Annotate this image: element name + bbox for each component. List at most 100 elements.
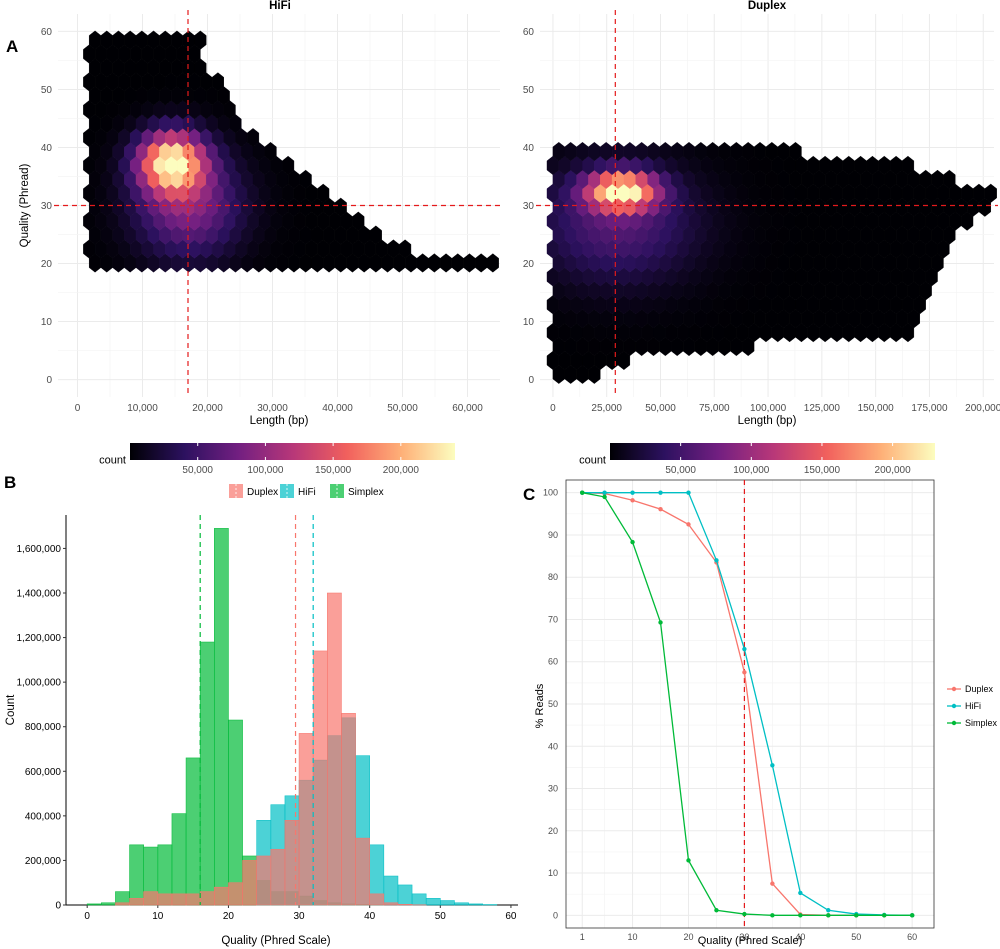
hex-cell: [399, 239, 412, 259]
colorbar-bar: [130, 443, 455, 460]
y-tick-label: 20: [523, 259, 535, 270]
hex-cells: [83, 30, 499, 273]
hex-cell: [264, 141, 277, 162]
histogram-bar-duplex: [284, 820, 300, 906]
x-tick-label: 0: [84, 911, 90, 922]
legend-label-duplex: Duplex: [965, 684, 994, 694]
series-point-simplex: [714, 908, 719, 913]
histogram-bar-duplex: [397, 904, 413, 906]
hex-cell: [194, 30, 207, 50]
y-tick-label: 40: [41, 143, 53, 154]
y-tick-label: 1,600,000: [17, 544, 62, 555]
histogram-bar-simplex: [214, 528, 229, 906]
series-point-hifi: [770, 763, 775, 768]
y-tick-label: 1,400,000: [17, 589, 62, 600]
hex-cell: [451, 253, 464, 273]
hex-cell: [299, 169, 312, 189]
hex-cell: [246, 128, 260, 148]
duplex-colorbar: 50,000 100,000 150,000 200,000 count: [579, 443, 935, 476]
hex-cell: [440, 253, 453, 273]
x-tick-label: 40,000: [322, 403, 353, 414]
histogram-bar-duplex: [270, 848, 286, 906]
y-tick-label: 0: [528, 375, 534, 386]
histogram-bar-hifi: [440, 900, 455, 906]
hex-cell: [486, 253, 499, 273]
x-tick-label: 40: [364, 911, 376, 922]
histogram-bar-duplex: [143, 891, 159, 906]
x-tick-label: 150,000: [858, 403, 895, 414]
y-tick-label: 60: [523, 27, 535, 38]
histogram-bar-duplex: [199, 891, 215, 906]
histogram-bar-hifi: [383, 875, 399, 906]
plot-border: [565, 479, 935, 929]
series-point-hifi: [714, 558, 719, 563]
y-tick-label: 10: [548, 868, 558, 878]
x-axis-label: Quality (Phred Scale): [221, 935, 330, 947]
y-tick-label: 30: [523, 201, 535, 212]
histogram-bar-simplex: [228, 719, 243, 906]
histogram-bar-duplex: [355, 837, 370, 906]
y-tick-label: 1,200,000: [17, 633, 62, 644]
x-tick-label: 200,000: [965, 403, 1000, 414]
legend-key-point-hifi: [951, 703, 957, 709]
x-tick-label: 50,000: [645, 403, 676, 414]
x-tick-label: 60,000: [452, 403, 483, 414]
x-axis-label: Length (bp): [738, 415, 797, 427]
hex-cell: [428, 253, 441, 273]
panel-label-b: B: [4, 473, 16, 492]
hex-cell: [282, 155, 295, 175]
y-tick-label: 20: [41, 259, 53, 270]
series-point-duplex: [686, 522, 691, 527]
y-axis-label: Count: [5, 694, 17, 725]
legend-label-simplex: Simplex: [348, 487, 384, 498]
panel-label-c: C: [523, 485, 535, 504]
x-tick-label: 10: [152, 911, 164, 922]
hex-cell: [789, 141, 802, 162]
histogram-bar-duplex: [242, 860, 257, 906]
legend-key-point-simplex: [951, 720, 957, 726]
x-tick-label: 30: [739, 932, 749, 942]
y-tick-label: 20: [548, 826, 558, 836]
hex-cell: [352, 211, 365, 231]
x-tick-label: 50: [435, 911, 447, 922]
y-tick-label: 1,000,000: [17, 678, 62, 689]
histogram-bar-duplex: [369, 893, 385, 906]
histogram-bar-duplex: [185, 893, 201, 906]
series-point-simplex: [798, 913, 803, 918]
series-point-duplex: [630, 498, 635, 503]
histogram-bar-simplex: [185, 757, 201, 906]
y-axis-label: Quality (Phread): [19, 163, 31, 247]
series-point-simplex: [686, 858, 691, 863]
y-tick-label: 90: [548, 530, 558, 540]
panel-title: Duplex: [748, 0, 787, 12]
series-point-duplex: [658, 506, 663, 512]
x-tick-label: 50: [851, 932, 861, 942]
x-tick-label: 125,000: [804, 403, 841, 414]
legend-key-point-duplex: [951, 686, 957, 692]
histogram-bar-duplex: [312, 650, 328, 906]
series-point-hifi: [826, 908, 831, 913]
y-tick-label: 10: [41, 317, 53, 328]
y-tick-label: 10: [523, 317, 535, 328]
histogram-bar-duplex: [171, 893, 187, 906]
x-tick-label: 100,000: [750, 403, 787, 414]
x-tick-label: 60: [505, 911, 517, 922]
series-point-hifi: [798, 890, 803, 896]
y-tick-label: 30: [41, 201, 53, 212]
hex-cell: [901, 155, 915, 175]
histogram-bar-duplex: [129, 898, 144, 906]
series-point-simplex: [909, 913, 915, 918]
colorbar-bar: [610, 443, 935, 460]
x-axis-label: Quality (Phred Scale): [698, 935, 803, 947]
x-tick-label: 20,000: [192, 403, 223, 414]
x-tick-label: 20: [223, 911, 235, 922]
x-tick-label: 0: [550, 403, 556, 414]
y-tick-label: 100: [543, 488, 558, 498]
histogram-bar-duplex: [115, 902, 130, 906]
hifi-hexbin-panel: 0 10,000 20,000 30,000 40,000 50,000 60,000 0 10…: [19, 0, 504, 427]
histogram-bar-duplex: [256, 855, 272, 906]
histogram-bar-hifi: [468, 903, 483, 906]
colorbar-tick-label: 200,000: [875, 465, 912, 476]
legend-label-hifi: HiFi: [965, 701, 981, 711]
series-point-hifi: [602, 490, 607, 495]
